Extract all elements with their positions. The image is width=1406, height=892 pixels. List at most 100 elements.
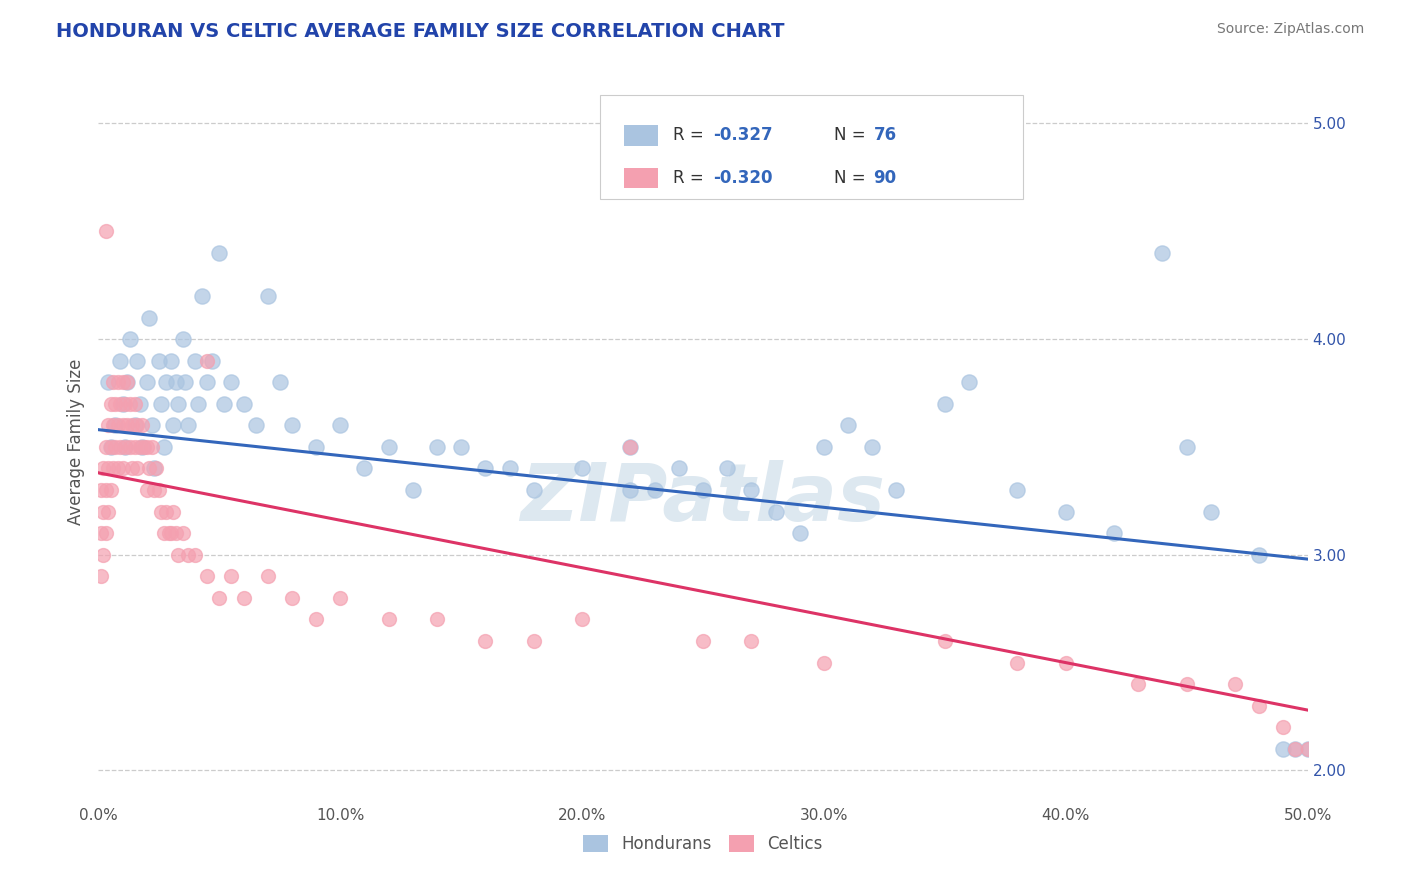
- Point: [148, 353, 170, 368]
- Point: [131, 440, 153, 454]
- Point: [668, 461, 690, 475]
- Point: [377, 440, 399, 454]
- Point: [152, 440, 174, 454]
- Point: [114, 440, 136, 454]
- Point: [155, 505, 177, 519]
- Point: [127, 418, 149, 433]
- Point: [813, 440, 835, 454]
- Point: [101, 376, 124, 390]
- Point: [208, 591, 231, 605]
- Point: [162, 418, 184, 433]
- Text: HONDURAN VS CELTIC AVERAGE FAMILY SIZE CORRELATION CHART: HONDURAN VS CELTIC AVERAGE FAMILY SIZE C…: [56, 22, 785, 41]
- Point: [789, 526, 811, 541]
- Point: [232, 591, 254, 605]
- Point: [143, 483, 166, 497]
- Text: N =: N =: [834, 169, 870, 187]
- Text: N =: N =: [834, 127, 870, 145]
- Point: [148, 483, 170, 497]
- Point: [245, 418, 267, 433]
- Point: [886, 483, 908, 497]
- Point: [716, 461, 738, 475]
- Point: [162, 505, 184, 519]
- Text: R =: R =: [673, 169, 709, 187]
- Point: [184, 548, 207, 562]
- Point: [1249, 698, 1271, 713]
- Point: [172, 526, 194, 541]
- Text: ZIPatlas: ZIPatlas: [520, 460, 886, 539]
- Point: [1223, 677, 1246, 691]
- Point: [1272, 720, 1295, 734]
- Point: [353, 461, 375, 475]
- Point: [191, 289, 214, 303]
- Point: [160, 526, 183, 541]
- Point: [172, 332, 194, 346]
- Point: [571, 461, 593, 475]
- Point: [167, 548, 190, 562]
- Text: -0.327: -0.327: [713, 127, 772, 145]
- Point: [114, 440, 136, 454]
- Point: [90, 483, 112, 497]
- Point: [1272, 742, 1295, 756]
- Point: [138, 461, 160, 475]
- Point: [269, 376, 291, 390]
- Point: [187, 397, 209, 411]
- Point: [329, 418, 352, 433]
- Point: [692, 634, 714, 648]
- Point: [90, 526, 112, 541]
- Point: [124, 440, 146, 454]
- Point: [1175, 677, 1198, 691]
- Point: [692, 483, 714, 497]
- Point: [195, 353, 218, 368]
- FancyBboxPatch shape: [624, 169, 658, 188]
- Point: [167, 397, 190, 411]
- Point: [837, 418, 859, 433]
- Point: [141, 418, 163, 433]
- Point: [402, 483, 425, 497]
- Point: [91, 548, 114, 562]
- Point: [426, 612, 449, 626]
- Point: [128, 440, 150, 454]
- Point: [108, 353, 131, 368]
- Point: [100, 440, 122, 454]
- Point: [1249, 548, 1271, 562]
- Point: [145, 461, 167, 475]
- Point: [107, 461, 129, 475]
- Point: [107, 376, 129, 390]
- Point: [117, 376, 139, 390]
- Text: 90: 90: [873, 169, 897, 187]
- Point: [121, 418, 143, 433]
- Legend: Hondurans, Celtics: Hondurans, Celtics: [576, 828, 830, 860]
- Point: [97, 418, 120, 433]
- Point: [195, 569, 218, 583]
- Point: [150, 505, 173, 519]
- Point: [474, 634, 496, 648]
- Point: [135, 376, 157, 390]
- Point: [281, 591, 304, 605]
- Point: [934, 634, 956, 648]
- Point: [165, 526, 187, 541]
- Point: [108, 440, 131, 454]
- Text: -0.320: -0.320: [713, 169, 772, 187]
- Point: [111, 397, 134, 411]
- Point: [256, 569, 278, 583]
- Point: [740, 634, 762, 648]
- Point: [256, 289, 278, 303]
- Point: [118, 440, 141, 454]
- Point: [474, 461, 496, 475]
- Point: [104, 418, 127, 433]
- Point: [94, 483, 117, 497]
- Point: [111, 461, 134, 475]
- Point: [97, 461, 120, 475]
- Point: [152, 526, 174, 541]
- Point: [813, 656, 835, 670]
- Point: [165, 376, 187, 390]
- Text: Source: ZipAtlas.com: Source: ZipAtlas.com: [1216, 22, 1364, 37]
- Point: [934, 397, 956, 411]
- Point: [155, 376, 177, 390]
- Point: [128, 397, 150, 411]
- Point: [498, 461, 520, 475]
- Point: [619, 483, 641, 497]
- Point: [281, 418, 304, 433]
- Point: [143, 461, 166, 475]
- Point: [101, 461, 124, 475]
